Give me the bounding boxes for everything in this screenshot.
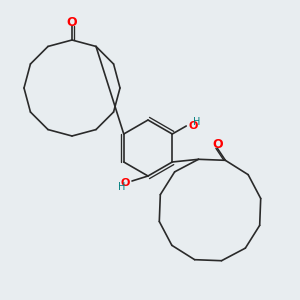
Text: H: H: [118, 182, 126, 192]
Text: O: O: [212, 138, 223, 151]
Text: H: H: [193, 117, 200, 127]
Text: O: O: [188, 121, 198, 131]
Text: O: O: [67, 16, 77, 28]
Text: O: O: [121, 178, 130, 188]
